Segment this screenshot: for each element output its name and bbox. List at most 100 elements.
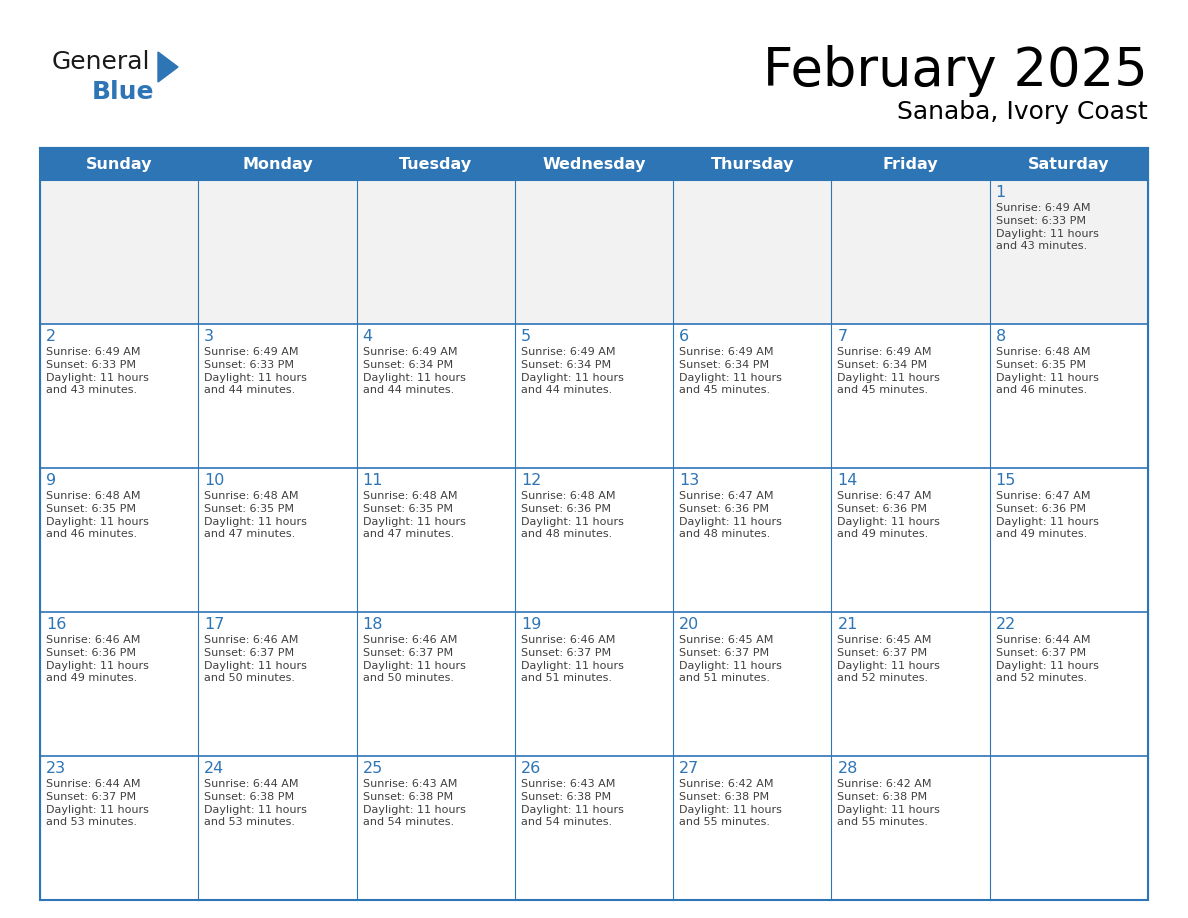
Text: Sunrise: 6:49 AM
Sunset: 6:33 PM
Daylight: 11 hours
and 43 minutes.: Sunrise: 6:49 AM Sunset: 6:33 PM Dayligh… [46,347,148,396]
Text: 19: 19 [520,617,542,632]
Text: 13: 13 [680,473,700,488]
Bar [356,756,514,900]
Text: General: General [52,50,151,74]
Bar [832,324,990,468]
Bar [832,756,990,900]
Text: Sunrise: 6:43 AM
Sunset: 6:38 PM
Daylight: 11 hours
and 54 minutes.: Sunrise: 6:43 AM Sunset: 6:38 PM Dayligh… [520,779,624,827]
Text: Sunrise: 6:46 AM
Sunset: 6:37 PM
Daylight: 11 hours
and 51 minutes.: Sunrise: 6:46 AM Sunset: 6:37 PM Dayligh… [520,635,624,683]
Text: Saturday: Saturday [1028,156,1110,172]
Text: 6: 6 [680,329,689,344]
Text: Sunrise: 6:42 AM
Sunset: 6:38 PM
Daylight: 11 hours
and 55 minutes.: Sunrise: 6:42 AM Sunset: 6:38 PM Dayligh… [838,779,941,827]
Text: Sunrise: 6:49 AM
Sunset: 6:34 PM
Daylight: 11 hours
and 45 minutes.: Sunrise: 6:49 AM Sunset: 6:34 PM Dayligh… [838,347,941,396]
Text: Sunrise: 6:48 AM
Sunset: 6:35 PM
Daylight: 11 hours
and 47 minutes.: Sunrise: 6:48 AM Sunset: 6:35 PM Dayligh… [362,491,466,540]
Bar [198,324,356,468]
Bar [40,612,198,756]
Bar [514,148,674,180]
Bar [198,612,356,756]
Bar [198,468,356,612]
Text: 17: 17 [204,617,225,632]
Text: Sunrise: 6:43 AM
Sunset: 6:38 PM
Daylight: 11 hours
and 54 minutes.: Sunrise: 6:43 AM Sunset: 6:38 PM Dayligh… [362,779,466,827]
Bar [514,324,674,468]
Bar [832,180,990,324]
Text: 25: 25 [362,761,383,776]
Text: Tuesday: Tuesday [399,156,473,172]
Text: Sunrise: 6:49 AM
Sunset: 6:34 PM
Daylight: 11 hours
and 45 minutes.: Sunrise: 6:49 AM Sunset: 6:34 PM Dayligh… [680,347,782,396]
Bar [990,468,1148,612]
Text: 15: 15 [996,473,1016,488]
Text: Sunrise: 6:47 AM
Sunset: 6:36 PM
Daylight: 11 hours
and 49 minutes.: Sunrise: 6:47 AM Sunset: 6:36 PM Dayligh… [838,491,941,540]
Text: Wednesday: Wednesday [542,156,646,172]
Bar [990,756,1148,900]
Bar [40,148,1148,900]
Text: 2: 2 [46,329,56,344]
Text: Sunrise: 6:44 AM
Sunset: 6:37 PM
Daylight: 11 hours
and 53 minutes.: Sunrise: 6:44 AM Sunset: 6:37 PM Dayligh… [46,779,148,827]
Bar [514,180,674,324]
Bar [674,612,832,756]
Bar [990,324,1148,468]
Text: 28: 28 [838,761,858,776]
Text: 22: 22 [996,617,1016,632]
Text: 7: 7 [838,329,847,344]
Text: Friday: Friday [883,156,939,172]
Bar [356,468,514,612]
Text: 11: 11 [362,473,383,488]
Bar [990,180,1148,324]
Text: Thursday: Thursday [710,156,794,172]
Bar [674,756,832,900]
Text: Sunrise: 6:47 AM
Sunset: 6:36 PM
Daylight: 11 hours
and 49 minutes.: Sunrise: 6:47 AM Sunset: 6:36 PM Dayligh… [996,491,1099,540]
Bar [40,756,198,900]
Text: 9: 9 [46,473,56,488]
Text: 4: 4 [362,329,373,344]
Text: February 2025: February 2025 [763,45,1148,97]
Text: Sunrise: 6:46 AM
Sunset: 6:36 PM
Daylight: 11 hours
and 49 minutes.: Sunrise: 6:46 AM Sunset: 6:36 PM Dayligh… [46,635,148,683]
Bar [674,148,832,180]
Bar [674,468,832,612]
Bar [832,148,990,180]
Text: Sunrise: 6:46 AM
Sunset: 6:37 PM
Daylight: 11 hours
and 50 minutes.: Sunrise: 6:46 AM Sunset: 6:37 PM Dayligh… [204,635,308,683]
Text: 23: 23 [46,761,67,776]
Bar [990,148,1148,180]
Text: Sunrise: 6:48 AM
Sunset: 6:35 PM
Daylight: 11 hours
and 46 minutes.: Sunrise: 6:48 AM Sunset: 6:35 PM Dayligh… [46,491,148,540]
Bar [514,612,674,756]
Bar [514,468,674,612]
Text: Sunrise: 6:49 AM
Sunset: 6:34 PM
Daylight: 11 hours
and 44 minutes.: Sunrise: 6:49 AM Sunset: 6:34 PM Dayligh… [520,347,624,396]
Bar [832,468,990,612]
Text: Sanaba, Ivory Coast: Sanaba, Ivory Coast [897,100,1148,124]
Bar [990,612,1148,756]
Text: Sunrise: 6:44 AM
Sunset: 6:37 PM
Daylight: 11 hours
and 52 minutes.: Sunrise: 6:44 AM Sunset: 6:37 PM Dayligh… [996,635,1099,683]
Text: Sunrise: 6:45 AM
Sunset: 6:37 PM
Daylight: 11 hours
and 52 minutes.: Sunrise: 6:45 AM Sunset: 6:37 PM Dayligh… [838,635,941,683]
Text: 24: 24 [204,761,225,776]
Text: Monday: Monday [242,156,312,172]
Text: Sunrise: 6:42 AM
Sunset: 6:38 PM
Daylight: 11 hours
and 55 minutes.: Sunrise: 6:42 AM Sunset: 6:38 PM Dayligh… [680,779,782,827]
Text: Sunrise: 6:47 AM
Sunset: 6:36 PM
Daylight: 11 hours
and 48 minutes.: Sunrise: 6:47 AM Sunset: 6:36 PM Dayligh… [680,491,782,540]
Text: Sunrise: 6:49 AM
Sunset: 6:34 PM
Daylight: 11 hours
and 44 minutes.: Sunrise: 6:49 AM Sunset: 6:34 PM Dayligh… [362,347,466,396]
Text: 27: 27 [680,761,700,776]
Text: 14: 14 [838,473,858,488]
Text: Sunrise: 6:49 AM
Sunset: 6:33 PM
Daylight: 11 hours
and 43 minutes.: Sunrise: 6:49 AM Sunset: 6:33 PM Dayligh… [996,203,1099,252]
Bar [40,180,198,324]
Text: 3: 3 [204,329,214,344]
Text: Sunrise: 6:46 AM
Sunset: 6:37 PM
Daylight: 11 hours
and 50 minutes.: Sunrise: 6:46 AM Sunset: 6:37 PM Dayligh… [362,635,466,683]
Text: Sunrise: 6:48 AM
Sunset: 6:36 PM
Daylight: 11 hours
and 48 minutes.: Sunrise: 6:48 AM Sunset: 6:36 PM Dayligh… [520,491,624,540]
Text: Sunrise: 6:48 AM
Sunset: 6:35 PM
Daylight: 11 hours
and 46 minutes.: Sunrise: 6:48 AM Sunset: 6:35 PM Dayligh… [996,347,1099,396]
Bar [832,612,990,756]
Text: 21: 21 [838,617,858,632]
Text: 12: 12 [520,473,542,488]
Bar [40,324,198,468]
Text: Sunday: Sunday [86,156,152,172]
Text: 1: 1 [996,185,1006,200]
Bar [198,756,356,900]
Bar [356,612,514,756]
Bar [198,180,356,324]
Polygon shape [158,52,178,82]
Text: 26: 26 [520,761,541,776]
Bar [40,468,198,612]
Bar [674,324,832,468]
Bar [356,180,514,324]
Text: 16: 16 [46,617,67,632]
Text: 20: 20 [680,617,700,632]
Text: Sunrise: 6:44 AM
Sunset: 6:38 PM
Daylight: 11 hours
and 53 minutes.: Sunrise: 6:44 AM Sunset: 6:38 PM Dayligh… [204,779,308,827]
Bar [198,148,356,180]
Text: 5: 5 [520,329,531,344]
Text: Sunrise: 6:45 AM
Sunset: 6:37 PM
Daylight: 11 hours
and 51 minutes.: Sunrise: 6:45 AM Sunset: 6:37 PM Dayligh… [680,635,782,683]
